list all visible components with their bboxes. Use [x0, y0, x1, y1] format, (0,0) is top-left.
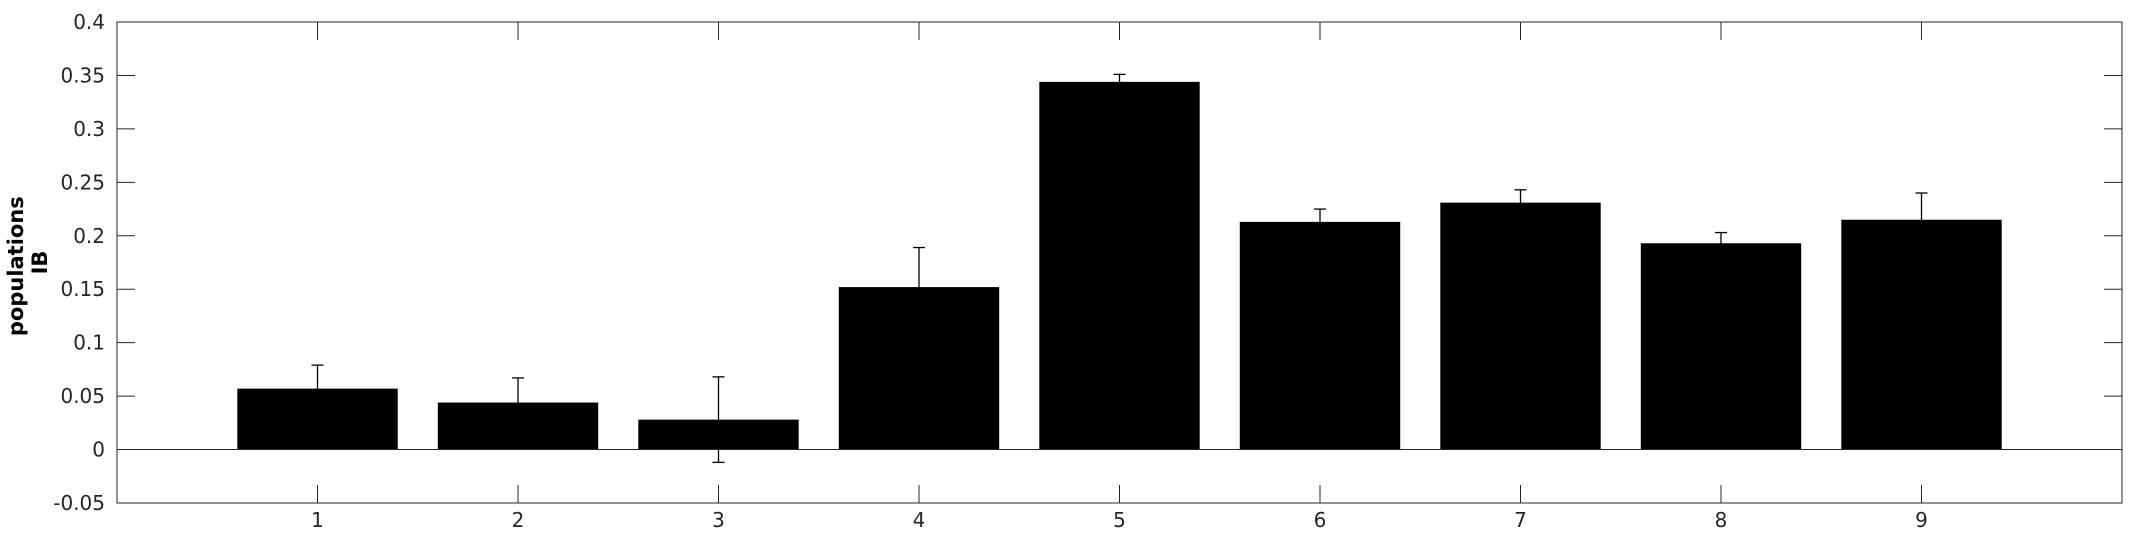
- y-tick-label: 0.2: [73, 224, 105, 248]
- y-tick-label: 0.4: [73, 10, 105, 34]
- y-tick-label: 0.25: [60, 170, 105, 194]
- y-tick-label: 0.1: [73, 331, 105, 355]
- x-tick-label: 4: [913, 508, 926, 532]
- y-axis: -0.05 0 0.05 0.1 0.15 0.2 0.25 0.3 0.35 0.4: [53, 10, 2122, 515]
- x-tick-label: 8: [1715, 508, 1728, 532]
- x-tick-label: 9: [1915, 508, 1928, 532]
- y-axis-title: populations IB: [4, 189, 52, 336]
- y-tick-label: 0.3: [73, 117, 105, 141]
- y-tick-label: -0.05: [53, 491, 105, 515]
- bar-7: [1440, 202, 1601, 450]
- y-axis-title-line-1: populations: [4, 196, 28, 336]
- y-axis-title-line-2: IB: [28, 251, 52, 275]
- y-tick-label: 0.35: [60, 63, 105, 87]
- bar-5: [1039, 81, 1200, 450]
- bar-6: [1239, 221, 1401, 450]
- x-tick-label: 5: [1113, 508, 1126, 532]
- y-tick-label: 0.15: [60, 277, 105, 301]
- y-tick-label: 0: [92, 438, 105, 462]
- x-tick-label: 1: [311, 508, 324, 532]
- x-tick-label: 2: [512, 508, 525, 532]
- y-tick-label: 0.05: [60, 384, 105, 408]
- bars-group: [237, 81, 2002, 450]
- x-tick-label: 3: [712, 508, 725, 532]
- x-tick-label: 7: [1514, 508, 1527, 532]
- x-axis: 1 2 3 4 5 6 7 8 9: [311, 22, 1928, 532]
- x-tick-label: 6: [1314, 508, 1327, 532]
- error-bars-group: [311, 73, 1928, 464]
- bar-8: [1640, 243, 1802, 450]
- bar-9: [1841, 219, 2002, 450]
